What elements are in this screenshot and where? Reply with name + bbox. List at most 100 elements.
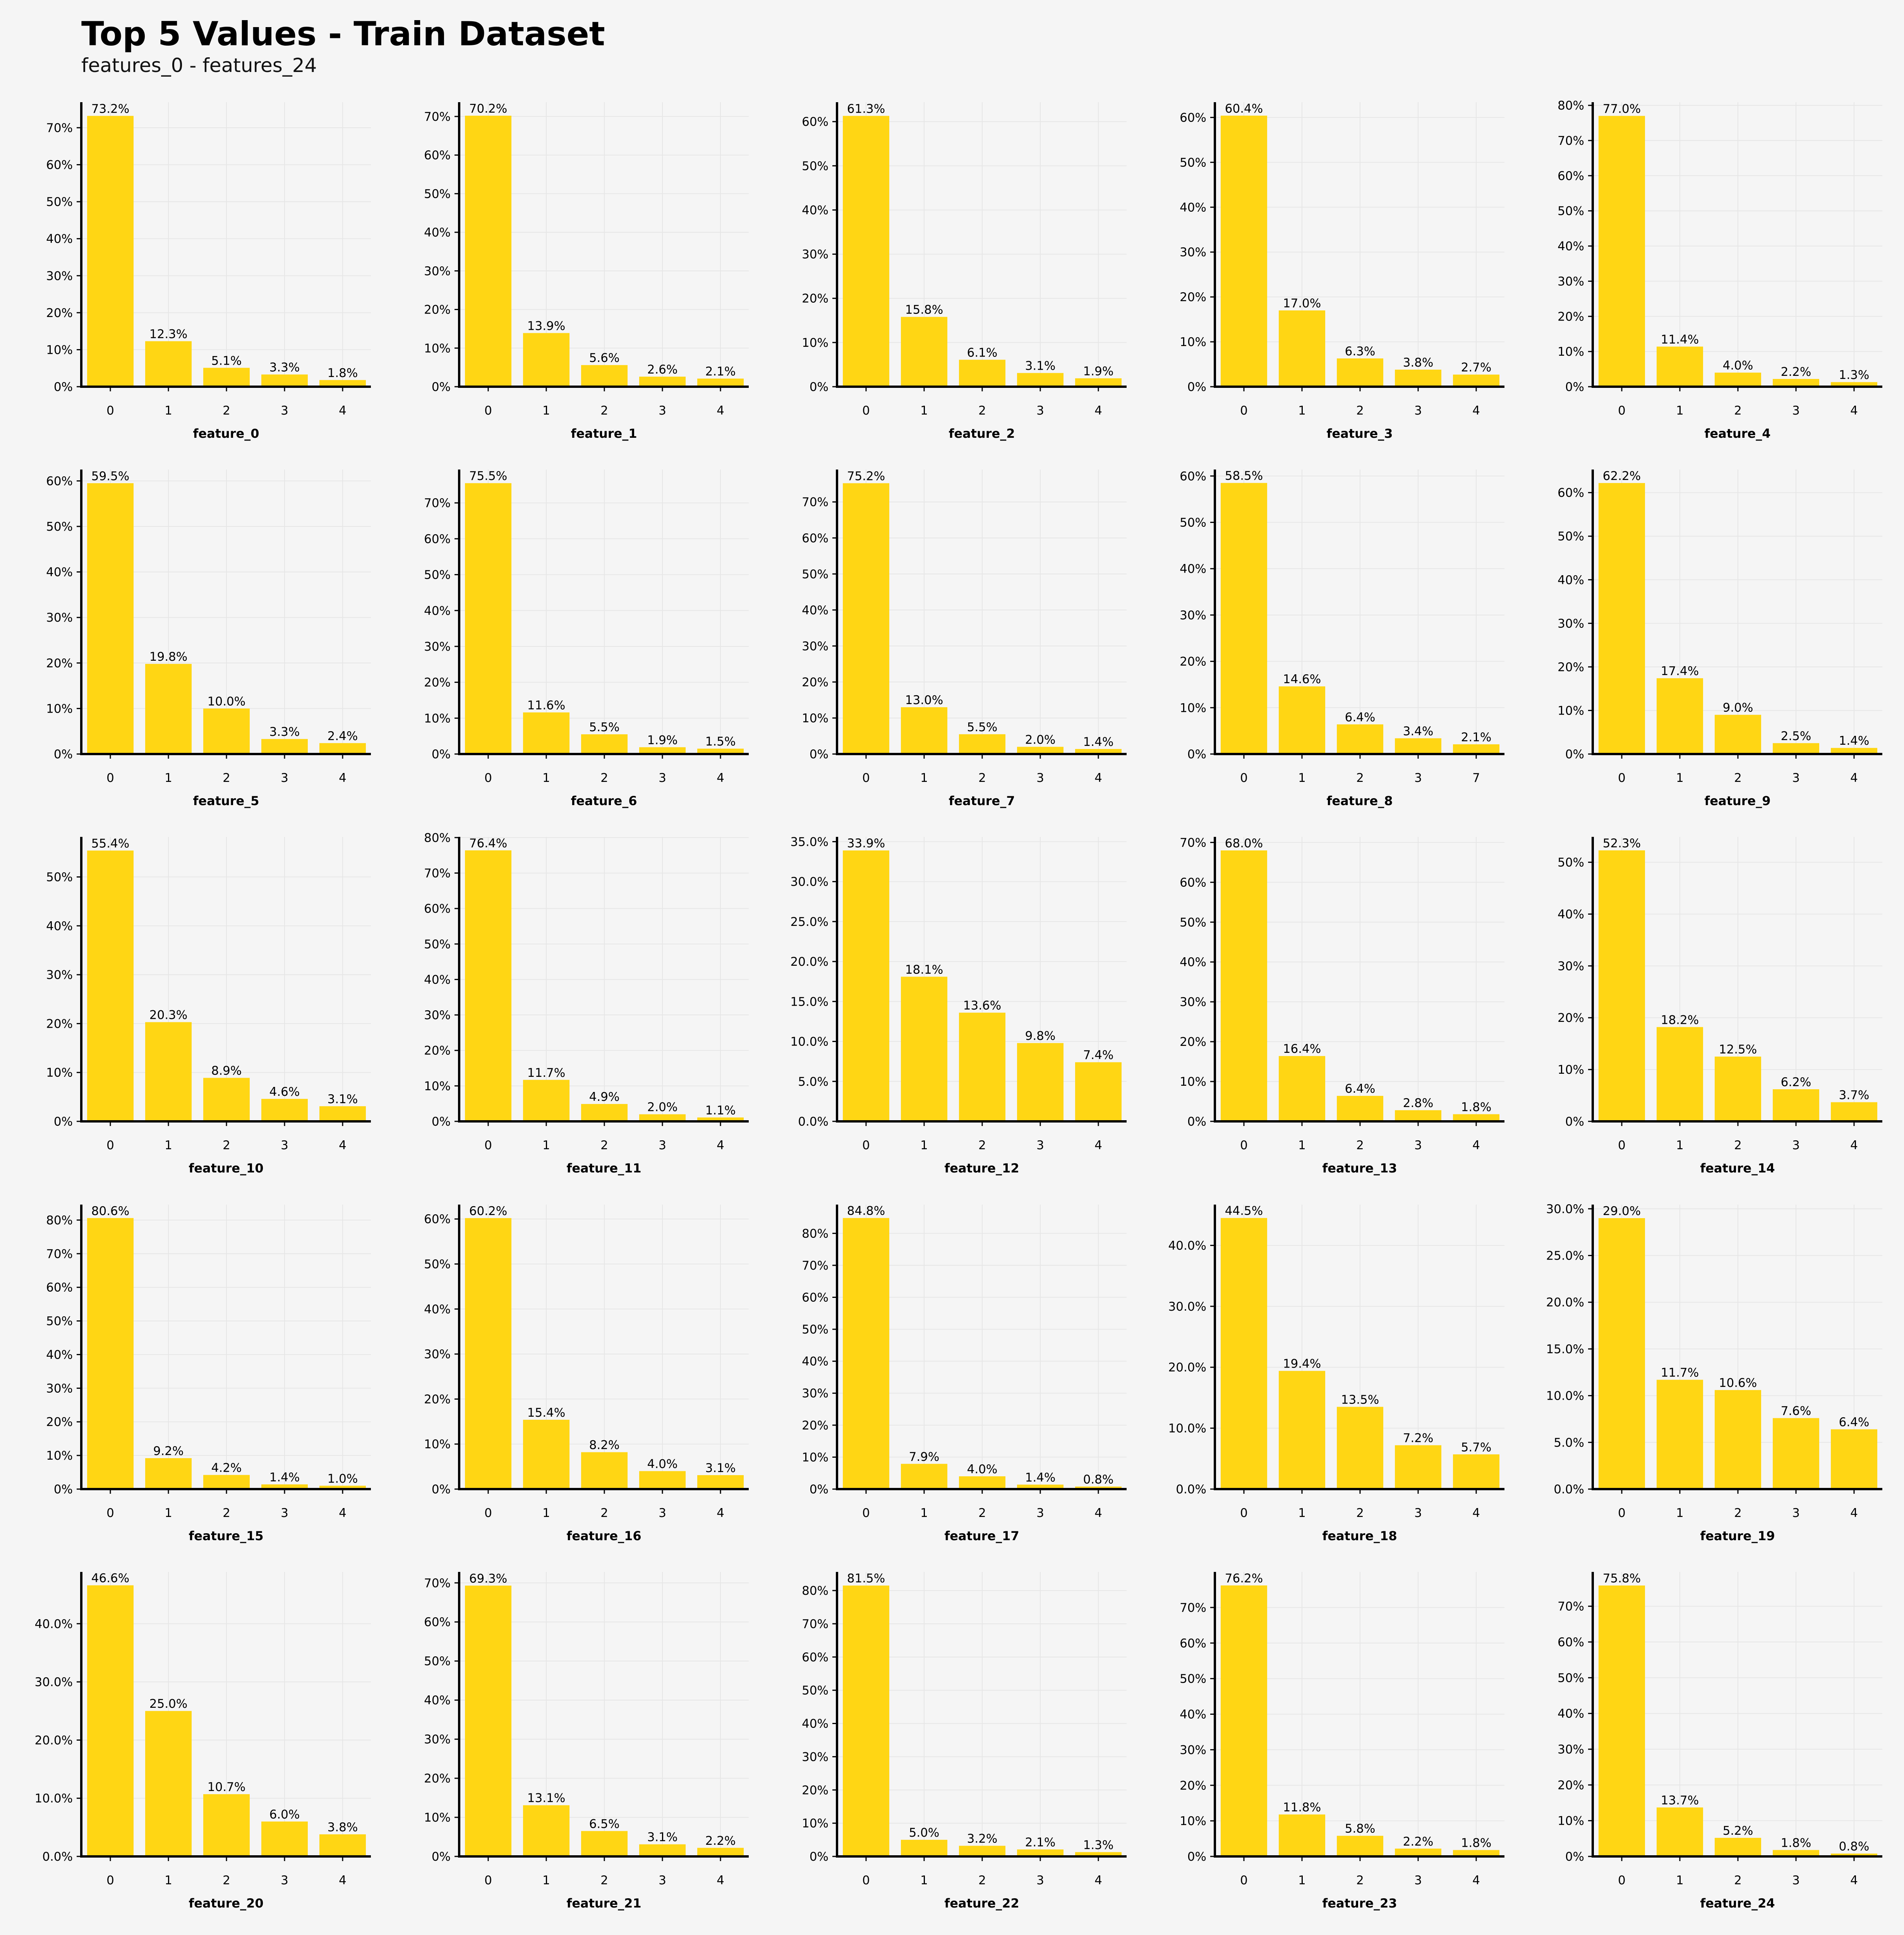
x-tick-label: 0 (1618, 1506, 1626, 1520)
x-tick-label: 4 (1472, 404, 1480, 418)
bar (1453, 1850, 1499, 1856)
y-tick-label: 30% (424, 640, 451, 654)
y-tick-label: 70% (424, 110, 451, 124)
bar (697, 379, 744, 387)
y-tick-label: 60% (1558, 169, 1584, 183)
x-tick-label: 0 (1618, 1873, 1626, 1887)
bar (901, 317, 947, 387)
y-tick-label: 60% (1180, 111, 1206, 125)
x-tick-label: 0 (484, 1138, 492, 1152)
y-tick-label: 0% (54, 1483, 73, 1496)
x-tick-label: 0 (1618, 404, 1626, 418)
bar-value-label: 5.5% (589, 720, 620, 734)
y-tick-label: 50% (1180, 915, 1206, 929)
y-tick-label: 40% (424, 1693, 451, 1707)
x-tick-label: 3 (1036, 1873, 1044, 1887)
y-tick-label: 30% (1180, 608, 1206, 622)
bar-value-label: 3.7% (1839, 1088, 1870, 1102)
bar-value-label: 1.8% (1781, 1836, 1811, 1850)
bar (1599, 1218, 1645, 1489)
bar-value-label: 4.0% (967, 1462, 998, 1476)
x-tick-label: 4 (1094, 404, 1102, 418)
y-tick-label: 20% (46, 306, 73, 320)
bar (319, 1834, 366, 1856)
bar-value-label: 1.5% (705, 735, 736, 749)
y-tick-label: 20.0% (35, 1733, 73, 1747)
y-tick-label: 0% (810, 1483, 828, 1496)
bar-value-label: 4.9% (589, 1090, 620, 1104)
x-axis-title: feature_20 (189, 1896, 263, 1911)
bar-value-label: 11.8% (1283, 1801, 1321, 1815)
bar-value-label: 7.4% (1083, 1048, 1114, 1062)
bar (901, 1840, 947, 1856)
y-tick-label: 30% (424, 1733, 451, 1746)
bar-value-label: 76.2% (1225, 1572, 1263, 1585)
x-tick-label: 3 (659, 404, 666, 418)
y-tick-label: 10% (1180, 1075, 1206, 1089)
y-tick-label: 10% (1180, 701, 1206, 715)
bar-value-label: 7.2% (1403, 1431, 1434, 1445)
bar-value-label: 2.8% (1403, 1096, 1434, 1110)
y-tick-label: 25.0% (791, 915, 828, 929)
bar (581, 734, 628, 754)
x-tick-label: 4 (1094, 1506, 1102, 1520)
x-tick-label: 4 (339, 1873, 346, 1887)
y-tick-label: 50% (424, 1654, 451, 1668)
bar-value-label: 13.6% (963, 999, 1001, 1013)
bar-value-label: 5.8% (1345, 1822, 1376, 1836)
bar-value-label: 13.7% (1661, 1793, 1699, 1807)
y-tick-label: 50% (1558, 856, 1584, 870)
x-tick-label: 2 (978, 404, 986, 418)
x-tick-label: 1 (542, 771, 550, 785)
y-tick-label: 35.0% (791, 835, 828, 849)
bar-value-label: 6.4% (1345, 1082, 1376, 1096)
y-tick-label: 10% (46, 1449, 73, 1463)
x-axis-title: feature_8 (1326, 794, 1393, 808)
x-tick-label: 2 (600, 771, 608, 785)
y-tick-label: 10.0% (35, 1792, 73, 1806)
y-tick-label: 40% (1180, 201, 1206, 214)
bar (639, 747, 686, 754)
y-tick-label: 40% (46, 1348, 73, 1362)
y-tick-label: 15.0% (1546, 1342, 1584, 1356)
y-tick-label: 50% (424, 187, 451, 201)
bar-value-label: 1.3% (1083, 1838, 1114, 1852)
y-tick-label: 70% (802, 495, 828, 509)
bar (1715, 372, 1761, 387)
y-tick-label: 10% (46, 702, 73, 716)
x-tick-label: 1 (542, 1138, 550, 1152)
y-tick-label: 10% (1558, 704, 1584, 718)
y-tick-label: 10% (802, 711, 828, 725)
bar (261, 1099, 308, 1121)
y-tick-label: 20% (424, 1044, 451, 1058)
bar-value-label: 4.6% (269, 1085, 300, 1099)
y-tick-label: 0% (432, 1115, 451, 1129)
chart-feature_6: 75.5% 11.6% 5.5% 1.9% 1.5% 0% 10% 20% 30% 40% 50% 6… (424, 469, 749, 808)
bar (523, 1419, 569, 1489)
y-tick-label: 60% (1558, 1635, 1584, 1649)
y-tick-label: 60% (46, 1281, 73, 1295)
bar (639, 1471, 686, 1489)
bar-value-label: 3.1% (328, 1092, 358, 1106)
bar (319, 1106, 366, 1121)
y-tick-label: 50% (46, 1315, 73, 1328)
x-tick-label: 2 (978, 1138, 986, 1152)
bar-value-label: 0.8% (1839, 1840, 1870, 1854)
y-tick-label: 0% (1187, 1115, 1206, 1129)
x-tick-label: 3 (281, 1138, 288, 1152)
x-axis-title: feature_23 (1322, 1896, 1397, 1911)
bar-value-label: 5.7% (1461, 1440, 1492, 1454)
y-tick-label: 0.0% (1554, 1483, 1584, 1496)
y-tick-label: 0% (810, 380, 828, 394)
bar (1773, 1418, 1819, 1489)
x-tick-label: 4 (339, 404, 346, 418)
x-tick-label: 2 (978, 1506, 986, 1520)
bar-value-label: 9.0% (1723, 701, 1753, 715)
y-tick-label: 30% (1180, 245, 1206, 259)
x-tick-label: 1 (542, 404, 550, 418)
bar (261, 1484, 308, 1489)
y-tick-label: 50% (46, 871, 73, 884)
x-tick-label: 1 (165, 1138, 172, 1152)
bar (1075, 378, 1122, 387)
x-tick-label: 3 (1036, 1138, 1044, 1152)
